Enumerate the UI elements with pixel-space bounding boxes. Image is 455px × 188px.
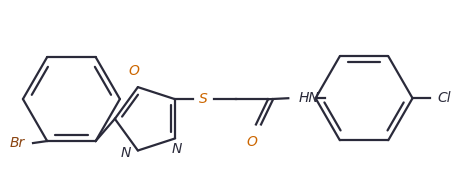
Text: HN: HN	[298, 91, 318, 105]
Text: N: N	[172, 142, 182, 155]
Text: O: O	[246, 135, 257, 149]
Text: O: O	[128, 64, 139, 78]
Text: S: S	[199, 92, 207, 106]
Text: Br: Br	[10, 136, 25, 150]
Text: Cl: Cl	[437, 91, 450, 105]
Text: N: N	[120, 146, 131, 160]
